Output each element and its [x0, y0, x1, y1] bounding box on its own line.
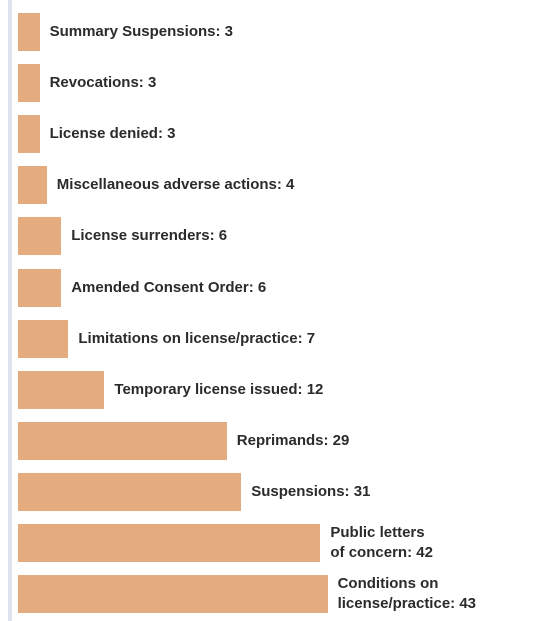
bar [18, 370, 105, 409]
bar-label: Suspensions: 31 [251, 482, 371, 500]
bar-label: Public letters of concern: 42 [330, 524, 433, 561]
bar [18, 575, 328, 614]
bar-label: Revocations: 3 [49, 74, 157, 92]
bar [18, 217, 62, 256]
bar-label: Conditions on license/practice: 43 [337, 575, 477, 613]
bar [18, 472, 242, 511]
bar [18, 64, 40, 103]
bar [18, 166, 47, 205]
bar [18, 421, 227, 460]
bar-label: Amended Consent Order: 6 [71, 278, 267, 296]
bar-label: Temporary license issued: 12 [114, 380, 324, 398]
bar-label: License surrenders: 6 [71, 227, 228, 245]
bar-label: License denied: 3 [49, 125, 176, 143]
bar-label: Reprimands: 29 [236, 431, 350, 449]
bar-label: Miscellaneous adverse actions: 4 [56, 176, 295, 194]
bar [18, 115, 40, 154]
bar [18, 13, 40, 51]
side-strip [8, 0, 12, 621]
bar [18, 524, 321, 562]
bar [18, 268, 62, 307]
bar [18, 319, 69, 358]
bar-label: Summary Suspensions: 3 [49, 23, 233, 40]
bar-label: Limitations on license/practice: 7 [78, 329, 316, 347]
